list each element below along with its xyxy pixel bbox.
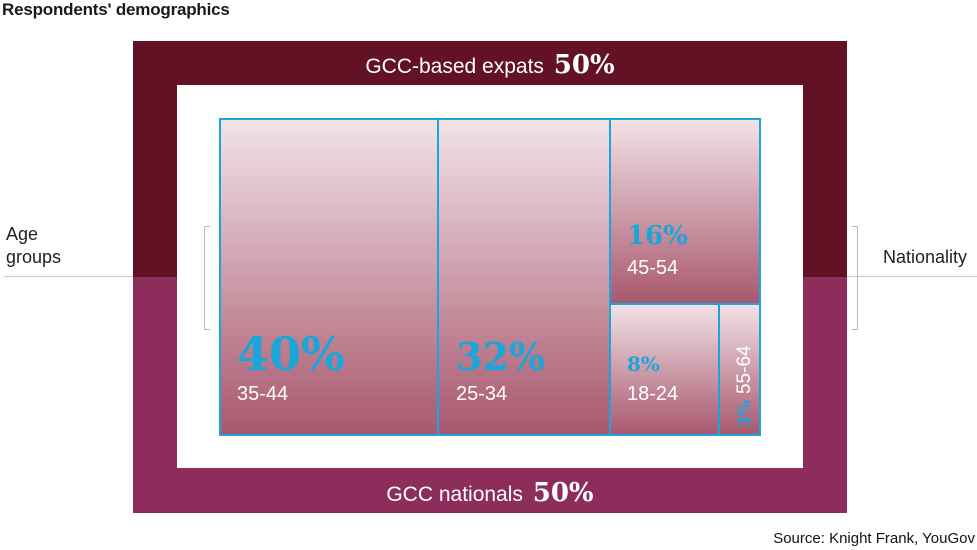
treemap-label-55-64: 3% 55-64 <box>734 345 755 428</box>
treemap-percent-35-44: 40% <box>237 327 345 381</box>
nationals-category: GCC nationals <box>386 483 523 506</box>
treemap-percent-18-24: 8% <box>627 352 660 376</box>
divider-line-left <box>4 276 133 277</box>
treemap-cell-45-54 <box>609 118 761 305</box>
treemap-category-18-24: 18-24 <box>627 383 678 405</box>
treemap-category-35-44: 35-44 <box>237 383 288 405</box>
expats-label: GCC-based expats 50% <box>133 50 847 80</box>
treemap-percent-25-34: 32% <box>456 334 545 379</box>
nationality-label: Nationality <box>883 247 968 267</box>
treemap-category-25-34: 25-34 <box>456 383 507 405</box>
treemap-cell-25-34 <box>437 118 611 436</box>
source-note: Source: Knight Frank, YouGov <box>773 530 975 547</box>
treemap-cell-18-24 <box>609 303 720 436</box>
expats-category: GCC-based expats <box>365 55 544 78</box>
expats-percent: 50% <box>553 50 615 80</box>
treemap-cell-35-44 <box>219 118 439 436</box>
treemap-category-45-54: 45-54 <box>627 257 678 279</box>
nationals-percent: 50% <box>532 478 594 508</box>
treemap-percent-55-64: 3% <box>735 400 755 428</box>
age-groups-label-line1: Age <box>6 224 39 244</box>
divider-line-right <box>847 276 977 277</box>
treemap-percent-45-54: 16% <box>627 221 688 251</box>
nationality-bracket <box>852 226 858 330</box>
chart-title: Respondents' demographics <box>2 0 230 19</box>
age-groups-bracket <box>204 226 210 330</box>
treemap-category-55-64: 55-64 <box>734 345 755 394</box>
treemap-cell-55-64 <box>718 303 761 436</box>
age-groups-label: Age groups <box>6 223 61 269</box>
age-groups-label-line2: groups <box>6 247 62 267</box>
nationals-label: GCC nationals 50% <box>133 478 847 508</box>
